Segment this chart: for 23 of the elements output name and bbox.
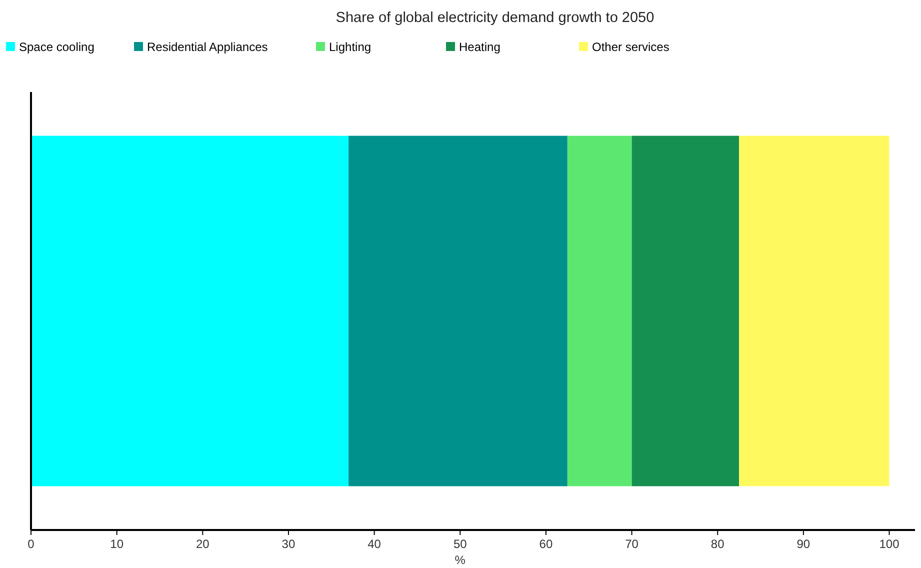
x-tick-label: 70 — [625, 537, 639, 551]
chart-title: Share of global electricity demand growth to 2050 — [336, 10, 654, 26]
legend-label: Residential Appliances — [147, 40, 268, 54]
x-axis-title: % — [454, 553, 466, 567]
legend-label: Space cooling — [19, 40, 94, 54]
x-tick-label: 60 — [539, 537, 553, 551]
x-tick-label: 50 — [453, 537, 468, 551]
bar — [739, 136, 890, 486]
legend-label: Heating — [459, 40, 500, 54]
bar — [632, 136, 740, 486]
legend-label: Lighting — [329, 40, 372, 54]
x-tick-label: 20 — [196, 537, 210, 551]
x-tick-label: 80 — [710, 537, 725, 551]
bar — [31, 136, 349, 486]
x-tick-label: 40 — [368, 537, 382, 551]
x-tick-label: 10 — [110, 537, 124, 551]
x-tick-label: 100 — [879, 537, 900, 551]
x-tick-label: 30 — [282, 537, 296, 551]
bar — [567, 136, 632, 486]
bar — [348, 136, 568, 486]
legend-label: Other services — [592, 40, 670, 54]
x-tick-label: 90 — [796, 537, 810, 551]
x-tick-label: 0 — [28, 537, 35, 551]
